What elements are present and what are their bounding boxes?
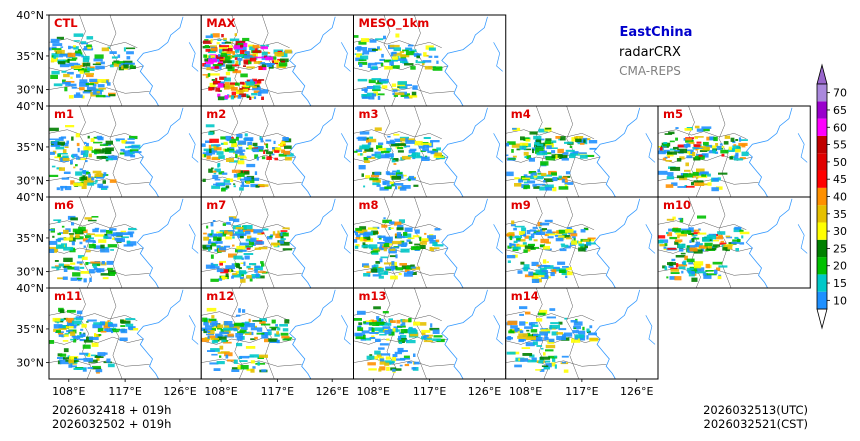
longitude-tick-label: 108°E <box>509 385 542 398</box>
latitude-tick-label: 30°N <box>16 175 44 188</box>
map-panel-m10: m10 <box>657 196 811 289</box>
panel-label: m14 <box>511 289 539 303</box>
map-panel-m8: m8 <box>353 196 507 289</box>
colorbar-tick-label: 60 <box>833 121 847 134</box>
panel-label: m11 <box>54 289 82 303</box>
colorbar-extend-low <box>816 308 828 330</box>
map-panel-m6: m6 <box>48 196 202 289</box>
colorbar-segment <box>817 187 827 206</box>
colorbar-tick-label: 15 <box>833 277 847 290</box>
colorbar-segment <box>817 118 827 136</box>
colorbar-segment <box>817 222 827 240</box>
panel-label: CTL <box>54 16 78 30</box>
system-title: CMA-REPS <box>619 64 681 78</box>
latitude-tick-label: 40°N <box>16 191 44 204</box>
map-panel-m7: m7 <box>200 196 354 289</box>
longitude-tick-label: 126°E <box>163 385 196 398</box>
map-panel-ctl: CTL <box>48 14 202 107</box>
map-panel-m3: m3 <box>353 105 507 198</box>
map-panel-m14: m14 <box>505 287 659 380</box>
panel-label: m12 <box>206 289 234 303</box>
colorbar-tick-label: 50 <box>833 156 847 169</box>
colorbar-segment <box>817 135 827 154</box>
map-panel-m11: m11 <box>48 287 202 380</box>
colorbar-tick-label: 45 <box>833 173 847 186</box>
colorbar-segment <box>817 291 827 309</box>
colorbar-tick-label: 10 <box>833 294 847 307</box>
colorbar-tick-label: 70 <box>833 87 847 100</box>
colorbar-tick-label: 25 <box>833 242 847 255</box>
panel-label: m1 <box>54 107 74 121</box>
longitude-tick-label: 108°E <box>52 385 85 398</box>
variable-title: radarCRX <box>619 45 681 60</box>
panel-label: m5 <box>663 107 683 121</box>
latitude-tick-label: 30°N <box>16 266 44 279</box>
colorbar-tick-label: 55 <box>833 139 847 152</box>
colorbar-tick-label: 35 <box>833 208 847 221</box>
panel-label: m3 <box>359 107 379 121</box>
longitude-tick-label: 117°E <box>108 385 141 398</box>
longitude-tick-label: 117°E <box>261 385 294 398</box>
colorbar-segment <box>817 153 827 171</box>
colorbar-segment <box>817 239 827 258</box>
latitude-tick-label: 35°N <box>16 232 44 245</box>
panel-label: m8 <box>359 198 379 212</box>
map-panel-m1: m1 <box>48 105 202 198</box>
colorbar-segment <box>817 205 827 223</box>
colorbar-extend-high <box>816 63 828 85</box>
colorbar-segment <box>817 170 827 188</box>
map-panel-m9: m9 <box>505 196 659 289</box>
latitude-tick-label: 35°N <box>16 323 44 336</box>
latitude-tick-label: 30°N <box>16 84 44 97</box>
latitude-tick-label: 30°N <box>16 357 44 370</box>
map-panel-m12: m12 <box>200 287 354 380</box>
init-time-line-2: 2026032502 + 019h <box>52 417 171 431</box>
latitude-tick-label: 40°N <box>16 100 44 113</box>
panel-label: m2 <box>206 107 226 121</box>
longitude-tick-label: 126°E <box>315 385 348 398</box>
panel-label: m4 <box>511 107 531 121</box>
colorbar-segment <box>817 257 827 275</box>
longitude-tick-label: 117°E <box>413 385 446 398</box>
colorbar-tick-label: 20 <box>833 260 847 273</box>
longitude-tick-label: 108°E <box>204 385 237 398</box>
panel-label: m7 <box>206 198 226 212</box>
colorbar-tick-label: 30 <box>833 225 847 238</box>
panel-label: m13 <box>359 289 387 303</box>
region-title: EastChina <box>620 25 693 40</box>
map-panel-meso_1km: MESO_1km <box>353 14 507 107</box>
valid-time-cst: 2026032521(CST) <box>704 417 809 431</box>
longitude-tick-label: 108°E <box>357 385 390 398</box>
panel-label: m9 <box>511 198 531 212</box>
panel-label: MESO_1km <box>359 16 430 31</box>
map-panel-m5: m5 <box>657 105 811 198</box>
colorbar: 10 15 20 25 30 35 40 45 50 55 60 65 70 <box>816 63 847 330</box>
latitude-labels: 40°N 35°N 30°N 40°N 35°N 30°N 40°N 35°N 30°N 40°N… <box>16 9 49 370</box>
valid-time-utc: 2026032513(UTC) <box>703 403 808 417</box>
colorbar-segment <box>817 84 827 102</box>
latitude-tick-label: 40°N <box>16 282 44 295</box>
map-panel-m4: m4 <box>505 105 659 198</box>
longitude-tick-label: 117°E <box>565 385 598 398</box>
map-panel-max: MAX <box>200 14 354 107</box>
init-time-line-1: 2026032418 + 019h <box>52 403 171 417</box>
longitude-tick-label: 126°E <box>620 385 653 398</box>
panels-layer: CTL MAX MESO_1km m1 m2 m3 m4 m5 m6 m7 m8 m9 m10 m11 m1… <box>48 14 811 380</box>
latitude-tick-label: 40°N <box>16 9 44 22</box>
longitude-labels: 108°E 117°E 126°E 108°E 117°E 126°E 108°E 117°E… <box>52 379 653 398</box>
colorbar-segment <box>817 101 827 119</box>
latitude-tick-label: 35°N <box>16 50 44 63</box>
longitude-tick-label: 126°E <box>468 385 501 398</box>
colorbar-tick-label: 40 <box>833 191 847 204</box>
colorbar-segment <box>817 274 827 292</box>
panel-label: m10 <box>663 198 691 212</box>
latitude-tick-label: 35°N <box>16 141 44 154</box>
map-panel-m2: m2 <box>200 105 354 198</box>
panel-label: m6 <box>54 198 74 212</box>
colorbar-tick-label: 65 <box>833 104 847 117</box>
panel-label: MAX <box>206 16 235 30</box>
map-panel-m13: m13 <box>353 287 507 380</box>
